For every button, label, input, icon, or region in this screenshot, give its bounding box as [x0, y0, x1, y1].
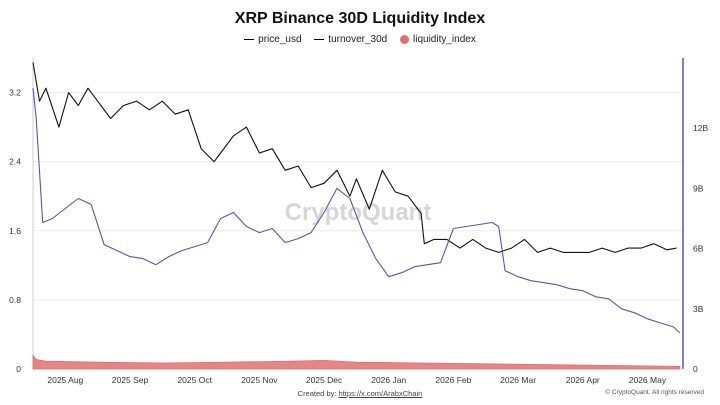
legend-label-price: price_usd [258, 34, 302, 45]
y-left-tick-2: 1.6 [9, 226, 21, 236]
y-left-tick-0: 0 [16, 364, 21, 374]
legend-label-liquidity: liquidity_index [413, 34, 476, 45]
series-price_usd [32, 62, 677, 253]
x-tick-4: 2025 Dec [306, 375, 343, 385]
legend-swatch-price [244, 38, 255, 40]
y-right-tick-0: 0 [693, 364, 698, 374]
x-tick-6: 2026 Feb [435, 375, 471, 385]
x-tick-2: 2025 Oct [177, 375, 212, 385]
chart-title: XRP Binance 30D Liquidity Index [234, 10, 486, 27]
legend-item-price[interactable]: price_usd [244, 34, 302, 45]
series-turnover_30d [32, 88, 681, 334]
legend-swatch-turnover [314, 38, 325, 40]
footer-credit: Created by: https://x.com/ArabxChain [0, 389, 720, 398]
x-tick-3: 2025 Nov [241, 375, 278, 385]
watermark-text: CryptoQuant [285, 199, 432, 226]
y-right-tick-2: 6B [693, 244, 704, 254]
y-right-tick-4: 12B [693, 123, 708, 133]
credit-link[interactable]: https://x.com/ArabxChain [338, 389, 423, 398]
x-tick-0: 2025 Aug [47, 375, 83, 385]
x-tick-5: 2026 Jan [371, 375, 406, 385]
legend-swatch-liquidity [400, 34, 410, 44]
x-tick-1: 2025 Sep [112, 375, 149, 385]
credit-prefix: Created by: [297, 389, 339, 398]
y-right-tick-3: 9B [693, 183, 704, 193]
x-tick-7: 2026 Mar [500, 375, 536, 385]
y-left-tick-4: 3.2 [9, 88, 21, 98]
legend-item-liquidity[interactable]: liquidity_index [400, 34, 476, 45]
y-right-tick-1: 3B [693, 304, 704, 314]
legend-item-turnover[interactable]: turnover_30d [314, 34, 387, 45]
x-tick-8: 2026 Apr [566, 375, 600, 385]
x-tick-9: 2026 May [629, 375, 667, 385]
legend-label-turnover: turnover_30d [328, 34, 388, 45]
footer-copyright: © CryptoQuant. All rights reserved [605, 389, 704, 396]
y-left-tick-3: 2.4 [9, 157, 21, 167]
legend: price_usd turnover_30d liquidity_index [0, 34, 720, 45]
y-left-tick-1: 0.8 [9, 295, 21, 305]
series-liquidity_index [32, 353, 681, 370]
